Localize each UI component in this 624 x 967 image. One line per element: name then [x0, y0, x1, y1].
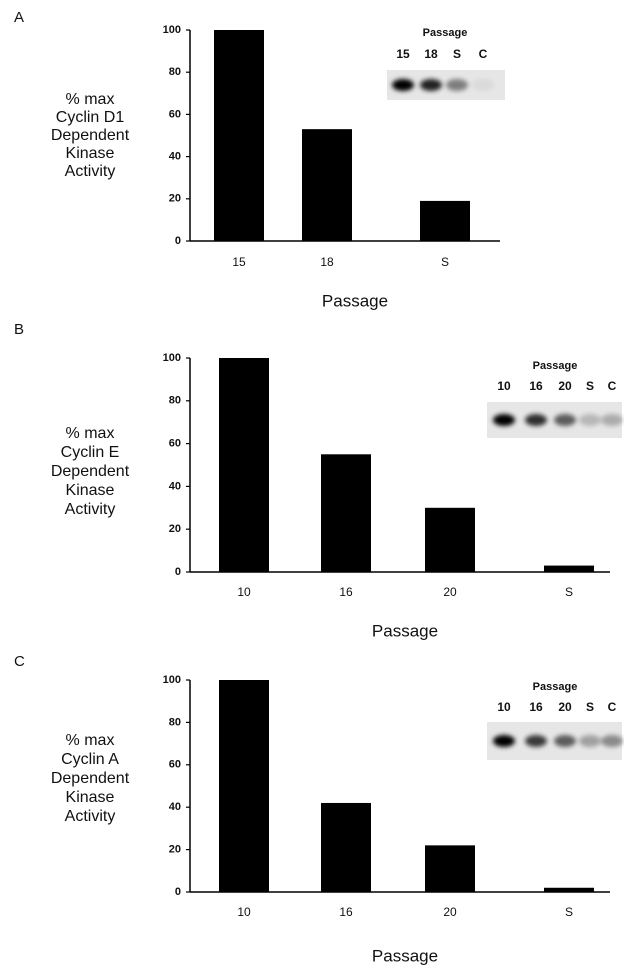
x-tick-label: S [441, 255, 449, 269]
y-tick-label: 100 [163, 674, 181, 686]
blot-band [493, 414, 515, 426]
y-axis-title: Activity [65, 808, 116, 825]
y-tick-label: 80 [169, 66, 181, 78]
inset-lane-label: 15 [396, 47, 410, 61]
blot-band [493, 735, 515, 747]
inset-lane-label: C [608, 700, 617, 714]
blot-band [601, 414, 623, 426]
x-tick-label: 20 [443, 905, 457, 919]
x-tick-label: S [565, 905, 573, 919]
panel-label: B [14, 321, 24, 338]
bar [302, 129, 352, 241]
inset-lane-label: 20 [558, 379, 572, 393]
y-axis-title: % max [66, 425, 115, 442]
y-tick-label: 60 [169, 438, 181, 450]
x-tick-label: 16 [339, 905, 353, 919]
y-tick-label: 20 [169, 844, 181, 856]
blot-band [446, 79, 468, 91]
y-tick-label: 40 [169, 151, 181, 163]
x-tick-label: 18 [320, 255, 334, 269]
y-axis-title: Dependent [51, 127, 130, 144]
blot-band [472, 79, 494, 91]
y-axis-title: % max [66, 91, 115, 108]
y-axis-title: Kinase [66, 482, 115, 499]
y-axis-title: Cyclin E [61, 444, 120, 461]
x-axis-title: Passage [322, 291, 388, 310]
blot-band [525, 735, 547, 747]
blot-band [554, 735, 576, 747]
y-tick-label: 40 [169, 801, 181, 813]
figure: A0204060801001518SPassage% maxCyclin D1D… [0, 0, 624, 967]
y-tick-label: 80 [169, 716, 181, 728]
bar [219, 680, 269, 892]
y-tick-label: 0 [175, 235, 181, 247]
y-tick-label: 60 [169, 759, 181, 771]
y-tick-label: 0 [175, 566, 181, 578]
blot-band [554, 414, 576, 426]
x-tick-label: 10 [237, 585, 251, 599]
y-tick-label: 60 [169, 108, 181, 120]
inset-lane-label: S [453, 47, 461, 61]
blot-band [525, 414, 547, 426]
x-tick-label: 15 [232, 255, 246, 269]
x-axis-title: Passage [372, 621, 438, 640]
bar [425, 845, 475, 892]
bar [544, 888, 594, 892]
panel: B 0 20 40 60 80 100 10 16 20 S Passage % max Cyclin E… [14, 321, 623, 641]
y-axis-title: Dependent [51, 463, 130, 480]
inset-lane-label: 16 [529, 700, 543, 714]
inset-lane-label: C [608, 379, 617, 393]
blot-band [392, 79, 414, 91]
y-tick-label: 100 [163, 352, 181, 364]
panel-label: C [14, 653, 25, 670]
panel-label: A [14, 9, 24, 26]
blot-band [420, 79, 442, 91]
x-tick-label: 20 [443, 585, 457, 599]
y-axis-title: Kinase [66, 789, 115, 806]
bar [425, 508, 475, 572]
x-tick-label: 16 [339, 585, 353, 599]
y-axis-title: Cyclin D1 [56, 109, 125, 126]
bar [544, 566, 594, 572]
inset-lane-label: 10 [497, 379, 511, 393]
inset-lane-label: S [586, 379, 594, 393]
inset-lane-label: 16 [529, 379, 543, 393]
x-tick-label: 10 [237, 905, 251, 919]
blot-band [601, 735, 623, 747]
y-tick-label: 0 [175, 886, 181, 898]
blot-band [579, 735, 601, 747]
inset-lane-label: C [479, 47, 488, 61]
y-axis-title: Dependent [51, 770, 130, 787]
y-tick-label: 40 [169, 480, 181, 492]
bar [214, 30, 264, 241]
y-axis-title: Cyclin A [61, 751, 119, 768]
blot-band [579, 414, 601, 426]
y-axis-title: Activity [65, 163, 116, 180]
inset-title: Passage [533, 360, 578, 372]
y-tick-label: 20 [169, 193, 181, 205]
y-tick-label: 100 [163, 24, 181, 36]
inset-title: Passage [423, 27, 468, 39]
y-axis-title: Activity [65, 501, 116, 518]
bar [321, 454, 371, 572]
y-tick-label: 80 [169, 395, 181, 407]
inset-lane-label: 20 [558, 700, 572, 714]
x-tick-label: S [565, 585, 573, 599]
bar [219, 358, 269, 572]
y-tick-label: 20 [169, 523, 181, 535]
inset-title: Passage [533, 681, 578, 693]
x-axis-title: Passage [372, 946, 438, 965]
bar [420, 201, 470, 241]
inset-lane-label: 18 [424, 47, 438, 61]
panel: C 0 20 40 60 80 100 10 16 20 S Passage % max Cyclin A… [14, 653, 623, 966]
y-axis-title: Kinase [66, 145, 115, 162]
inset-lane-label: S [586, 700, 594, 714]
bar [321, 803, 371, 892]
y-axis-title: % max [66, 732, 115, 749]
inset-lane-label: 10 [497, 700, 511, 714]
